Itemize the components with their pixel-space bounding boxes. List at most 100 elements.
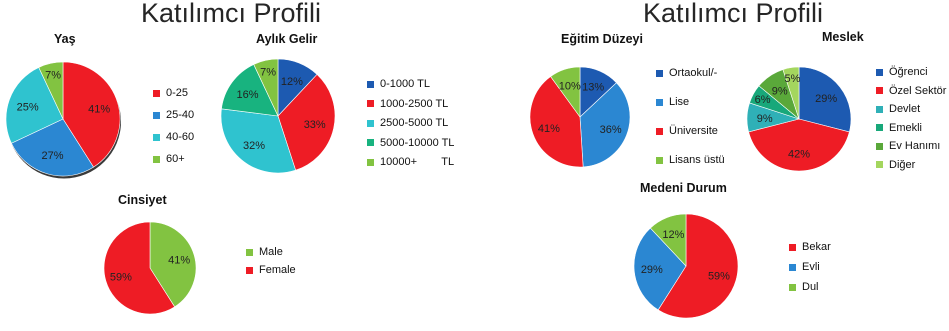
chart-title-egitim: Eğitim Düzeyi (561, 32, 643, 46)
pie-slice-aylik-gelir-2 (220, 108, 296, 174)
pie-slice-yas-0 (62, 61, 121, 168)
legend-label: 40-60 (166, 131, 195, 143)
data-label-meslek-0: 29% (815, 93, 837, 105)
legend-item-aylik-gelir-0: 0-1000 TL (367, 78, 430, 90)
legend-item-cinsiyet-1: Female (246, 264, 296, 276)
data-label-cinsiyet-0: 41% (168, 255, 190, 267)
pie-slice-aylik-gelir-1 (277, 74, 336, 171)
legend-item-egitim-0: Ortaokul/- (656, 67, 717, 79)
legend-label: Emekli (889, 121, 923, 134)
legend-item-aylik-gelir-4: 10000+ TL (367, 156, 454, 168)
legend-label: 2500-5000 TL (380, 117, 449, 129)
legend-swatch (789, 243, 796, 251)
legend-swatch (876, 161, 883, 168)
legend-item-meslek-0: Öğrenci (876, 66, 928, 78)
pie-slice-aylik-gelir-3 (221, 64, 279, 117)
legend-swatch (367, 139, 374, 146)
data-label-egitim-1: 36% (600, 124, 622, 136)
pie-slice-yas-3 (38, 61, 64, 120)
legend-item-yas-2: 40-60 (153, 131, 194, 143)
legend-swatch (789, 263, 796, 271)
legend-item-aylik-gelir-1: 1000-2500 TL (367, 98, 448, 110)
legend-label: Dul (802, 281, 819, 293)
legend-label: 5000-10000 TL (380, 136, 455, 149)
legend-item-egitim-1: Lise (656, 96, 689, 108)
legend-swatch (367, 100, 374, 107)
legend-label: Bekar (802, 241, 831, 253)
legend-item-aylik-gelir-2: 2500-5000 TL (367, 117, 448, 129)
pie-slice-medeni-durum-0 (657, 213, 739, 319)
data-label-cinsiyet-1: 59% (110, 271, 132, 283)
legend-label: 0-1000 TL (380, 78, 430, 90)
pie-slice-meslek-5 (782, 66, 800, 120)
pie-chart-aylik-gelir: 12% 33% 32% 16%7% (220, 58, 336, 174)
data-label-medeni-durum-2: 12% (662, 229, 684, 241)
pie-chart-yas: 41% 27% 25% 7% (5, 61, 121, 179)
legend-swatch (876, 87, 883, 94)
chart-title-meslek: Meslek (822, 30, 864, 44)
pie-slice-medeni-durum-2 (649, 213, 687, 267)
pie-slice-meslek-1 (748, 118, 850, 172)
legend-label: 60+ (166, 153, 185, 165)
data-label-aylik-gelir-3: 16% (237, 89, 259, 101)
data-label-meslek-3: 6% (755, 94, 771, 106)
pie-slice-yas-2 (5, 67, 64, 144)
chart-title-aylik-gelir: Aylık Gelir (256, 32, 318, 46)
legend-label: Lisans üstü (669, 154, 725, 166)
legend-item-meslek-1: Özel Sektör (876, 85, 946, 97)
legend-label: Female (259, 264, 296, 276)
legend-label: Evli (802, 261, 820, 273)
pie-slice-cinsiyet-1 (103, 221, 176, 315)
legend-item-yas-3: 60+ (153, 153, 185, 165)
data-label-egitim-0: 13% (582, 82, 604, 94)
legend-item-medeni-durum-1: Evli (789, 261, 820, 273)
legend-item-egitim-3: Lisans üstü (656, 154, 725, 166)
legend-swatch (876, 124, 883, 131)
data-label-meslek-2: 9% (757, 113, 773, 125)
legend-label: Lise (669, 96, 690, 108)
data-label-yas-0: 41% (88, 104, 110, 116)
pie-slice-medeni-durum-1 (633, 227, 687, 311)
chart-title-cinsiyet: Cinsiyet (118, 193, 167, 207)
legend-label: Ev Hanımı (889, 140, 941, 152)
data-label-medeni-durum-0: 59% (708, 271, 730, 283)
data-label-aylik-gelir-1: 33% (304, 119, 326, 131)
legend-swatch (876, 142, 883, 150)
legend-item-egitim-2: Üniversite (656, 125, 718, 137)
legend-item-meslek-4: Ev Hanımı (876, 140, 940, 152)
data-label-aylik-gelir-0: 12% (281, 76, 303, 88)
pie-slice-egitim-3 (550, 66, 581, 118)
legend-swatch (656, 69, 663, 77)
legend-label: Üniversite (669, 125, 718, 137)
legend-label: Male (259, 246, 283, 258)
legend-item-meslek-2: Devlet (876, 103, 920, 115)
chart-title-medeni-durum: Medeni Durum (640, 181, 727, 195)
legend-label: 1000-2500 TL (380, 97, 449, 110)
data-label-medeni-durum-1: 29% (641, 264, 663, 276)
pie-slice-egitim-2 (529, 76, 584, 168)
data-label-meslek-4: 9% (772, 86, 788, 98)
legend-swatch (246, 248, 253, 256)
legend-label: 10000+ TL (380, 156, 455, 168)
legend-item-meslek-3: Emekli (876, 122, 922, 134)
legend-item-yas-0: 0-25 (153, 87, 188, 99)
legend-swatch (246, 266, 253, 274)
data-label-yas-2: 25% (17, 101, 39, 113)
legend-label: Öğrenci (889, 66, 928, 78)
legend-label: Özel Sektör (889, 84, 947, 97)
legend-swatch (789, 283, 796, 291)
chart-title-yas: Yaş (54, 32, 76, 46)
data-label-yas-1: 27% (41, 150, 63, 162)
page-title-left: Katılımcı Profili (141, 0, 322, 28)
data-label-egitim-3: 10% (559, 81, 581, 93)
pie-chart-cinsiyet: 41% 59% (103, 221, 197, 315)
data-label-egitim-2: 41% (538, 123, 560, 135)
pie-slice-egitim-1 (579, 82, 631, 168)
page-title-right: Katılımcı Profili (643, 0, 824, 28)
data-label-meslek-1: 42% (788, 148, 810, 160)
legend-item-medeni-durum-2: Dul (789, 281, 819, 293)
pie-chart-egitim: 13% 36% 41% 10% (529, 66, 631, 168)
legend-swatch (153, 111, 160, 119)
pie-slice-meslek-0 (798, 66, 852, 133)
legend-swatch (876, 105, 883, 113)
